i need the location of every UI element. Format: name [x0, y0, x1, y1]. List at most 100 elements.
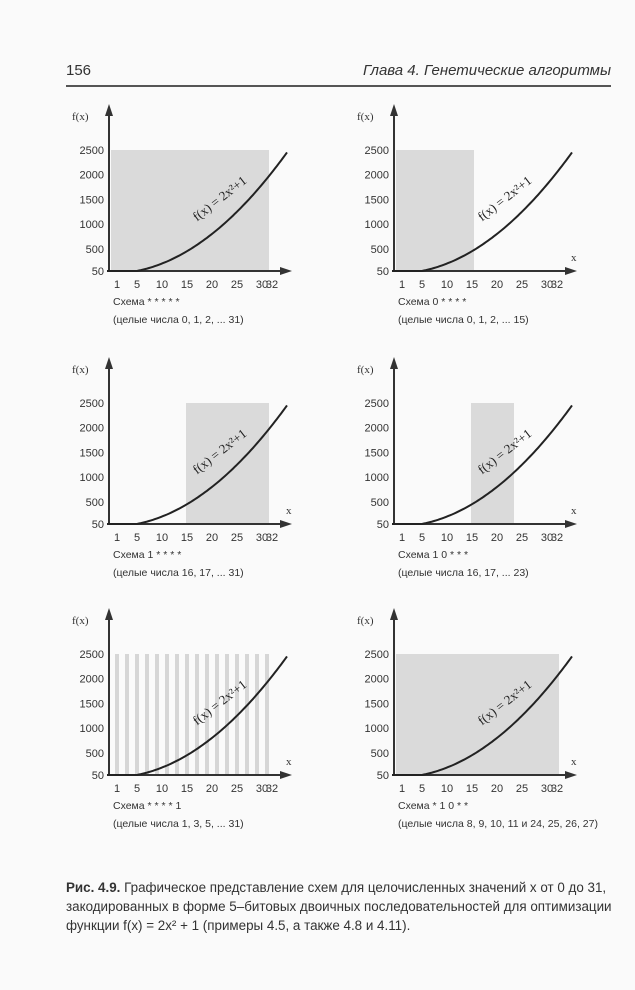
x-tick-label: 5 — [419, 783, 425, 795]
schema-label: Схема 1 0 * * * — [398, 549, 468, 561]
function-curve — [392, 151, 573, 272]
x-tick-label: 20 — [206, 783, 218, 795]
schema-integers: (целые числа 0, 1, 2, ... 31) — [113, 314, 244, 326]
schema-label: Схема 0 * * * * — [398, 296, 466, 308]
y-tick-label: 2500 — [80, 649, 104, 661]
x-tick-label: 25 — [516, 279, 528, 291]
y-tick-label: 1000 — [80, 723, 104, 735]
x-axis-arrow-icon — [280, 771, 292, 779]
y-axis-arrow-icon — [390, 357, 398, 369]
function-curve — [107, 655, 288, 776]
x-tick-label: 30 — [256, 532, 268, 544]
x-tick-label: 10 — [441, 783, 453, 795]
y-tick-label: 2500 — [80, 145, 104, 157]
schema-shaded-region — [396, 654, 559, 775]
x-axis-label: x — [286, 756, 292, 768]
y-axis-label: f(x) — [357, 364, 374, 376]
x-tick-label: 15 — [181, 783, 193, 795]
schema-stripe — [175, 654, 179, 775]
y-tick-label: 1500 — [80, 447, 104, 459]
x-tick-label: 15 — [181, 532, 193, 544]
y-axis-label: f(x) — [72, 111, 89, 123]
function-label: f(x) = 2x²+1 — [475, 173, 535, 224]
schema-stripe — [185, 654, 189, 775]
x-tick-label: 1 — [114, 532, 120, 544]
x-tick-label: 30 — [541, 532, 553, 544]
caption-text: Графическое представление схем для целоч… — [66, 880, 612, 933]
y-tick-label: 1000 — [80, 219, 104, 231]
y-tick-label: 2500 — [365, 398, 389, 410]
x-tick-label: 1 — [114, 279, 120, 291]
y-tick-label: 500 — [371, 748, 389, 760]
x-tick-label: 5 — [419, 279, 425, 291]
schema-stripe — [135, 654, 139, 775]
running-title: Глава 4. Генетические алгоритмы — [362, 62, 611, 79]
x-tick-label: 10 — [441, 532, 453, 544]
schema-label: Схема * 1 0 * * — [398, 800, 468, 812]
y-tick-label: 1000 — [365, 219, 389, 231]
schema-integers: (целые числа 1, 3, 5, ... 31) — [113, 818, 244, 830]
y-axis-label: f(x) — [72, 364, 89, 376]
schema-shaded-region — [111, 150, 269, 271]
x-tick-label: 25 — [516, 532, 528, 544]
x-tick-label: 15 — [466, 783, 478, 795]
schema-stripe — [115, 654, 119, 775]
schema-stripe — [125, 654, 129, 775]
x-tick-label: 1 — [399, 279, 405, 291]
x-tick-label: 15 — [466, 532, 478, 544]
y-axis-arrow-icon — [105, 357, 113, 369]
y-tick-label: 500 — [371, 497, 389, 509]
schema-label: Схема 1 * * * * — [113, 549, 181, 561]
x-tick-label: 5 — [419, 532, 425, 544]
x-tick-label: 10 — [441, 279, 453, 291]
x-tick-label: 20 — [491, 532, 503, 544]
x-tick-label: 32 — [551, 532, 563, 544]
x-tick-label: 1 — [399, 532, 405, 544]
schema-stripe — [255, 654, 259, 775]
y-tick-label: 50 — [92, 770, 104, 782]
x-axis-arrow-icon — [280, 520, 292, 528]
y-tick-label: 1000 — [80, 472, 104, 484]
y-tick-label: 2000 — [365, 170, 389, 182]
x-tick-label: 30 — [541, 783, 553, 795]
schema-stripe — [215, 654, 219, 775]
y-tick-label: 2000 — [365, 674, 389, 686]
x-axis-arrow-icon — [565, 267, 577, 275]
schema-integers: (целые числа 16, 17, ... 23) — [398, 567, 529, 579]
schema-integers: (целые числа 8, 9, 10, 11 и 24, 25, 26, … — [398, 818, 598, 830]
y-tick-label: 1500 — [365, 194, 389, 206]
figure-caption: Рис. 4.9. Графическое представление схем… — [66, 878, 616, 935]
y-tick-label: 2500 — [80, 398, 104, 410]
x-axis-label: x — [571, 505, 577, 517]
schema-integers: (целые числа 16, 17, ... 31) — [113, 567, 244, 579]
y-tick-label: 1500 — [80, 698, 104, 710]
y-tick-label: 50 — [377, 770, 389, 782]
x-tick-label: 20 — [206, 532, 218, 544]
schema-stripe — [165, 654, 169, 775]
y-tick-label: 500 — [86, 497, 104, 509]
y-axis-label: f(x) — [357, 111, 374, 123]
schema-shaded-region — [471, 403, 514, 524]
function-curve — [392, 404, 573, 525]
y-axis-label: f(x) — [357, 615, 374, 627]
schema-stripe — [195, 654, 199, 775]
x-tick-label: 30 — [256, 783, 268, 795]
y-axis-arrow-icon — [105, 104, 113, 116]
x-tick-label: 32 — [551, 783, 563, 795]
schema-stripe — [145, 654, 149, 775]
x-tick-label: 5 — [134, 279, 140, 291]
y-tick-label: 1500 — [80, 194, 104, 206]
x-tick-label: 25 — [516, 783, 528, 795]
y-tick-label: 2000 — [80, 170, 104, 182]
x-axis-arrow-icon — [280, 267, 292, 275]
x-tick-label: 20 — [491, 279, 503, 291]
x-tick-label: 5 — [134, 783, 140, 795]
schema-stripe — [265, 654, 269, 775]
y-tick-label: 2500 — [365, 145, 389, 157]
x-tick-label: 15 — [466, 279, 478, 291]
y-tick-label: 50 — [92, 519, 104, 531]
